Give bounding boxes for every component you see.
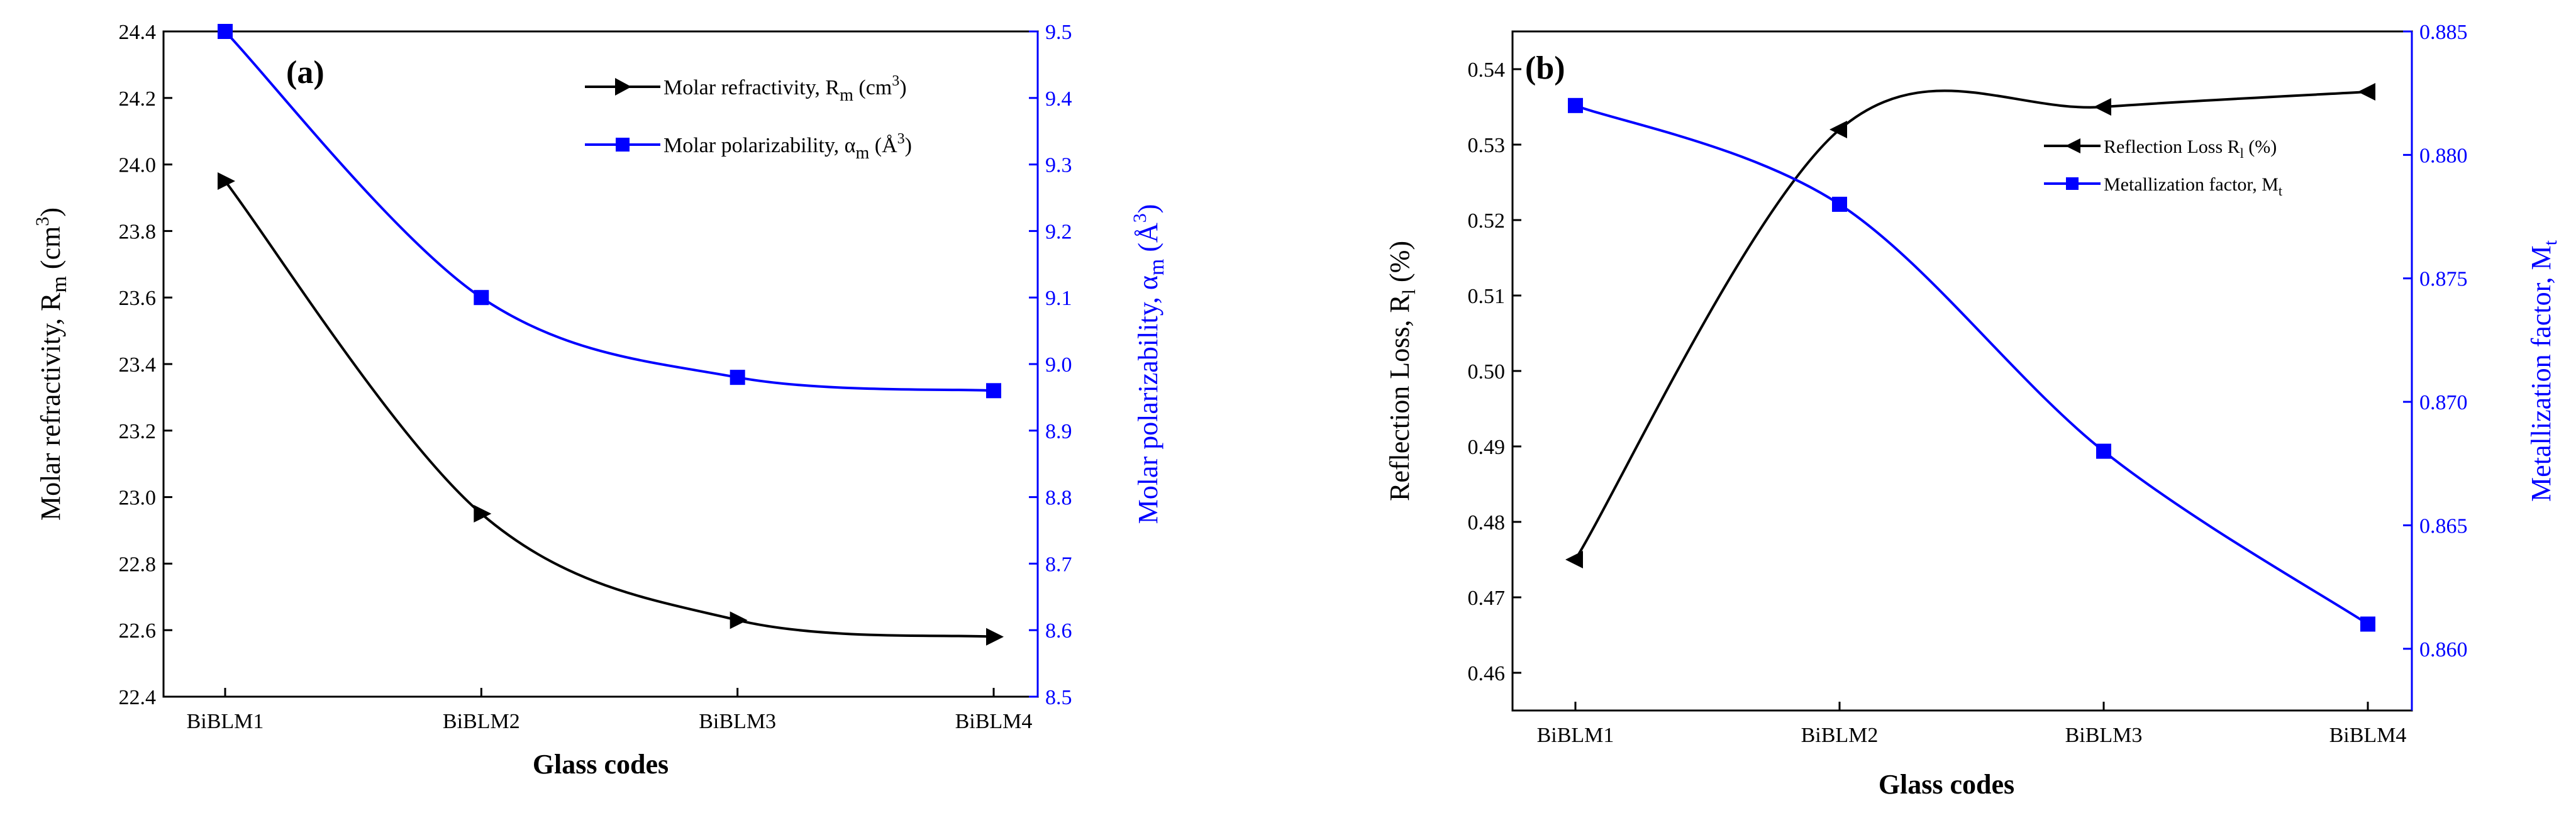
left-tick-label: 24.2 — [119, 87, 157, 111]
right-tick-label: 8.5 — [1045, 686, 1072, 709]
legend-a-text-2: Molar polarizability, αm (Å3) — [663, 131, 912, 163]
panel-a-label: (a) — [286, 55, 325, 91]
panel-b: 0.46 0.47 0.48 0.49 0.50 0.51 0.52 0.53 0.54 0.8… — [1384, 21, 2561, 800]
series-2-point-3 — [730, 370, 745, 385]
left-tick-label: 22.4 — [119, 686, 157, 709]
panel-a-y-title-left: Molar refractivity, Rm (cm3) — [32, 207, 71, 521]
series-2-point-2 — [474, 290, 489, 306]
left-tick-label: 22.6 — [119, 619, 157, 643]
panel-b-left-ticks: 0.46 0.47 0.48 0.49 0.50 0.51 0.52 0.53 0.54 — [1468, 58, 1521, 685]
series-1-point-1 — [218, 172, 235, 191]
right-tick-label: 9.2 — [1045, 220, 1072, 243]
panel-a: 22.4 22.6 22.8 23.0 23.2 23.4 23.6 23.8 24.0 24.2… — [32, 21, 1169, 780]
series-line-2 — [1575, 104, 2369, 626]
right-tick-label: 8.7 — [1045, 553, 1072, 576]
right-tick-label: 8.6 — [1045, 619, 1072, 643]
right-tick-label: 9.0 — [1045, 353, 1072, 377]
left-tick-label: 0.47 — [1468, 587, 1506, 610]
series-line-1 — [1574, 89, 2368, 561]
panel-a-series — [218, 24, 1004, 646]
series-1-point-3 — [730, 611, 748, 629]
series-2-point-4 — [2360, 616, 2375, 632]
x-tick-label: BiBLM3 — [2065, 724, 2143, 747]
panel-a-frame — [162, 30, 1039, 698]
series-2-point-2 — [1832, 196, 1847, 212]
right-tick-label: 8.9 — [1045, 420, 1072, 443]
panel-a-x-title: Glass codes — [533, 749, 669, 780]
panel-b-y-title-left: Reflection Loss, Rl (%) — [1384, 241, 1419, 501]
left-tick-label: 0.46 — [1468, 662, 1506, 685]
panel-b-legend: Reflection Loss Rl (%) Metallization fac… — [2044, 136, 2282, 199]
left-tick-label: 0.48 — [1468, 511, 1506, 534]
series-1-point-1 — [1565, 551, 1583, 568]
left-tick-label: 0.49 — [1468, 436, 1506, 459]
right-tick-label: 0.880 — [2419, 144, 2468, 167]
left-tick-label: 0.50 — [1468, 360, 1506, 384]
left-tick-label: 0.53 — [1468, 134, 1506, 157]
series-1-point-4 — [2358, 83, 2375, 101]
x-tick-label: BiBLM1 — [187, 710, 264, 733]
series-line-2 — [224, 30, 994, 392]
series-line-1 — [224, 180, 994, 638]
x-tick-label: BiBLM3 — [699, 710, 776, 733]
right-tick-label: 0.875 — [2419, 268, 2468, 291]
legend-a-marker-triangle — [615, 78, 631, 96]
series-2-point-3 — [2096, 443, 2111, 459]
series-2-point-1 — [218, 24, 233, 39]
legend-b-text-2: Metallization factor, Mt — [2104, 174, 2282, 199]
legend-a-marker-square — [616, 138, 630, 152]
left-tick-label: 22.8 — [119, 553, 157, 576]
series-1-point-2 — [474, 505, 492, 523]
left-tick-label: 24.0 — [119, 154, 157, 177]
panel-b-right-ticks: 0.860 0.865 0.870 0.875 0.880 0.885 — [2403, 21, 2468, 661]
panel-a-x-ticks: BiBLM1 BiBLM2 BiBLM3 BiBLM4 — [187, 688, 1033, 733]
panel-b-x-title: Glass codes — [1879, 769, 2014, 800]
legend-b-marker-square — [2066, 177, 2079, 190]
series-2-point-1 — [1568, 97, 1583, 113]
left-tick-label: 23.4 — [119, 353, 157, 377]
x-tick-label: BiBLM4 — [955, 710, 1033, 733]
x-tick-label: BiBLM2 — [443, 710, 520, 733]
left-tick-label: 0.51 — [1468, 285, 1506, 308]
x-tick-label: BiBLM2 — [1801, 724, 1879, 747]
right-tick-label: 0.860 — [2419, 638, 2468, 661]
panel-b-y-title-right: Metallization factor, Mt — [2526, 240, 2561, 502]
right-tick-label: 9.3 — [1045, 154, 1072, 177]
panel-a-y-title-right: Molar polarizability, αm (Å3) — [1130, 204, 1169, 524]
right-tick-label: 9.4 — [1045, 87, 1072, 111]
left-tick-label: 23.0 — [119, 487, 157, 510]
panel-a-right-ticks: 8.5 8.6 8.7 8.8 8.9 9.0 9.1 9.2 9.3 9.4 9.5 — [1029, 21, 1072, 709]
panel-a-legend: Molar refractivity, Rm (cm3) Molar polar… — [585, 73, 912, 163]
panel-a-left-ticks: 22.4 22.6 22.8 23.0 23.2 23.4 23.6 23.8 24.0 24.2… — [119, 21, 172, 709]
series-1-point-4 — [986, 628, 1004, 646]
left-tick-label: 0.54 — [1468, 58, 1506, 82]
legend-b-text-1: Reflection Loss Rl (%) — [2104, 136, 2277, 161]
right-tick-label: 0.865 — [2419, 514, 2468, 538]
left-tick-label: 23.6 — [119, 287, 157, 310]
series-2-point-4 — [986, 383, 1001, 399]
panel-b-label: (b) — [1525, 50, 1565, 86]
panel-b-frame — [1511, 30, 2413, 712]
series-1-point-2 — [1829, 121, 1847, 138]
left-tick-label: 23.2 — [119, 420, 157, 443]
legend-b-marker-triangle — [2065, 138, 2080, 153]
right-tick-label: 0.870 — [2419, 391, 2468, 414]
series-1-point-3 — [2094, 98, 2111, 116]
x-tick-label: BiBLM4 — [2329, 724, 2407, 747]
right-tick-label: 9.5 — [1045, 21, 1072, 44]
x-tick-label: BiBLM1 — [1537, 724, 1614, 747]
left-tick-label: 0.52 — [1468, 209, 1506, 233]
left-tick-label: 24.4 — [119, 21, 157, 44]
left-tick-label: 23.8 — [119, 220, 157, 243]
right-tick-label: 9.1 — [1045, 287, 1072, 310]
right-tick-label: 8.8 — [1045, 487, 1072, 510]
right-tick-label: 0.885 — [2419, 21, 2468, 44]
legend-a-text-1: Molar refractivity, Rm (cm3) — [663, 73, 907, 105]
panel-b-x-ticks: BiBLM1 BiBLM2 BiBLM3 BiBLM4 — [1537, 702, 2407, 747]
panel-b-series — [1565, 83, 2375, 632]
